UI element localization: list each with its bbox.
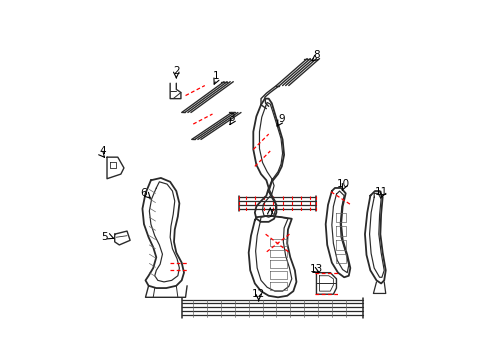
Text: 13: 13: [309, 264, 323, 274]
Text: 9: 9: [278, 114, 285, 123]
Text: 8: 8: [312, 50, 319, 60]
Text: 11: 11: [374, 187, 388, 197]
Text: 4: 4: [99, 146, 105, 156]
Text: 5: 5: [101, 232, 108, 242]
Text: 10: 10: [336, 179, 349, 189]
Text: 12: 12: [251, 289, 265, 299]
Text: 7: 7: [266, 209, 273, 219]
Text: 2: 2: [173, 66, 179, 76]
Text: 6: 6: [140, 188, 146, 198]
Text: 3: 3: [228, 113, 235, 123]
Text: 1: 1: [213, 71, 219, 81]
